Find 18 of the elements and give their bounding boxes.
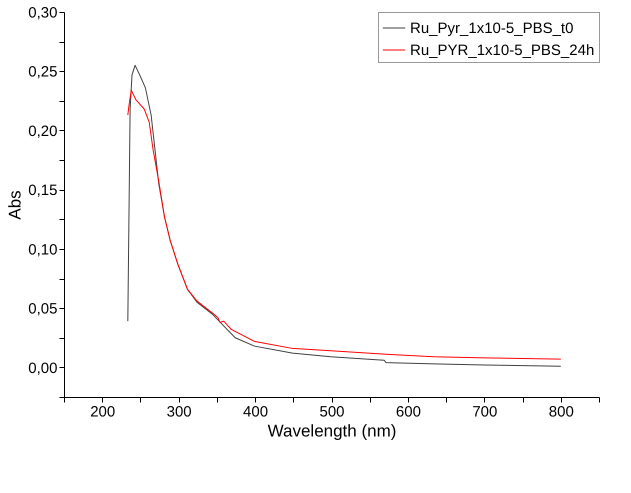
y-tick-label: 0,20: [28, 122, 58, 140]
y-tick-label: 0,30: [28, 4, 58, 22]
x-tick-label: 600: [396, 404, 421, 420]
y-axis-title: Abs: [5, 190, 24, 220]
y-tick-label: 0,05: [28, 300, 58, 318]
legend-label: Ru_Pyr_1x10-5_PBS_t0: [410, 20, 574, 37]
x-tick-label: 300: [166, 404, 192, 420]
legend-label: Ru_PYR_1x10-5_PBS_24h: [410, 42, 594, 59]
y-tick-label: 0,25: [28, 64, 58, 81]
x-tick-label: 700: [472, 404, 498, 420]
x-tick-label: 800: [548, 404, 574, 420]
y-tick-label: 0,00: [28, 360, 58, 377]
x-axis-title: Wavelength (nm): [268, 422, 396, 440]
x-tick-label: 500: [319, 404, 345, 420]
x-tick-label: 200: [90, 404, 116, 420]
x-tick-label: 400: [243, 404, 268, 420]
y-tick-label: 0,10: [28, 241, 58, 258]
y-tick-label: 0,15: [28, 182, 58, 200]
